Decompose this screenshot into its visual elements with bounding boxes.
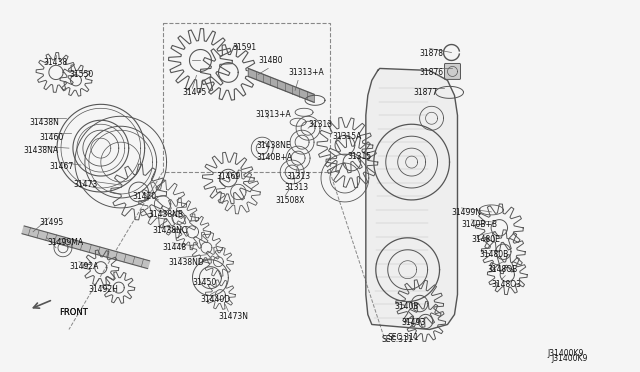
Text: 314B0: 314B0 <box>258 57 283 65</box>
Text: 31473: 31473 <box>73 180 97 189</box>
Text: 31550: 31550 <box>69 70 93 80</box>
Polygon shape <box>248 68 314 102</box>
Text: 31508X: 31508X <box>275 196 305 205</box>
Text: 3148O3: 3148O3 <box>492 280 522 289</box>
Text: 3148OB: 3148OB <box>488 265 518 274</box>
Text: 31475: 31475 <box>182 89 207 97</box>
Text: 31460: 31460 <box>39 133 63 142</box>
Text: 31438NB: 31438NB <box>148 210 184 219</box>
Text: 31420: 31420 <box>132 192 157 201</box>
Text: 31438NE: 31438NE <box>256 141 291 150</box>
Polygon shape <box>366 68 458 330</box>
Text: 31469: 31469 <box>216 172 241 181</box>
Text: 31480B: 31480B <box>479 250 509 259</box>
Text: FRONT: FRONT <box>59 308 88 317</box>
Text: 31438N: 31438N <box>29 118 59 127</box>
Bar <box>163 23 330 172</box>
Text: 31438NA: 31438NA <box>23 146 58 155</box>
Text: 31492H: 31492H <box>89 285 119 294</box>
Text: 31499N: 31499N <box>451 208 481 217</box>
Text: J31400K9: J31400K9 <box>547 349 584 358</box>
Text: SEC.311: SEC.311 <box>388 333 419 343</box>
Text: 31493: 31493 <box>402 318 426 327</box>
Text: 31876: 31876 <box>420 68 444 77</box>
Text: 31591: 31591 <box>232 42 257 52</box>
Text: 3140B+B: 3140B+B <box>461 220 497 229</box>
Text: 31492A: 31492A <box>69 262 99 271</box>
Text: 31438ND: 31438ND <box>168 258 204 267</box>
Text: 31448: 31448 <box>163 243 187 252</box>
Text: J31400K9: J31400K9 <box>551 355 588 363</box>
Text: 31877: 31877 <box>413 89 438 97</box>
Text: 3140B+A: 3140B+A <box>256 153 292 162</box>
Text: 3140B: 3140B <box>395 302 419 311</box>
Text: 31313+A: 31313+A <box>288 68 324 77</box>
Text: 31438: 31438 <box>43 58 67 67</box>
Text: 31313: 31313 <box>286 172 310 181</box>
Text: 31440D: 31440D <box>200 295 230 304</box>
Text: FRONT: FRONT <box>59 308 88 317</box>
Text: 31499MA: 31499MA <box>47 238 83 247</box>
Text: 31450: 31450 <box>193 278 217 287</box>
Text: 31315A: 31315A <box>332 132 362 141</box>
Text: 31313: 31313 <box>308 120 332 129</box>
Text: SEC.311: SEC.311 <box>382 336 413 344</box>
Text: 31473N: 31473N <box>218 311 248 321</box>
Text: 31495: 31495 <box>39 218 63 227</box>
Text: 31878: 31878 <box>420 48 444 58</box>
Polygon shape <box>22 226 150 269</box>
FancyBboxPatch shape <box>445 64 460 79</box>
Text: 31313+A: 31313+A <box>255 110 291 119</box>
Text: 31438NC: 31438NC <box>152 226 188 235</box>
Text: 31313: 31313 <box>284 183 308 192</box>
Text: 31467: 31467 <box>49 162 73 171</box>
Text: 31480E: 31480E <box>472 235 500 244</box>
Text: 31315: 31315 <box>348 152 372 161</box>
